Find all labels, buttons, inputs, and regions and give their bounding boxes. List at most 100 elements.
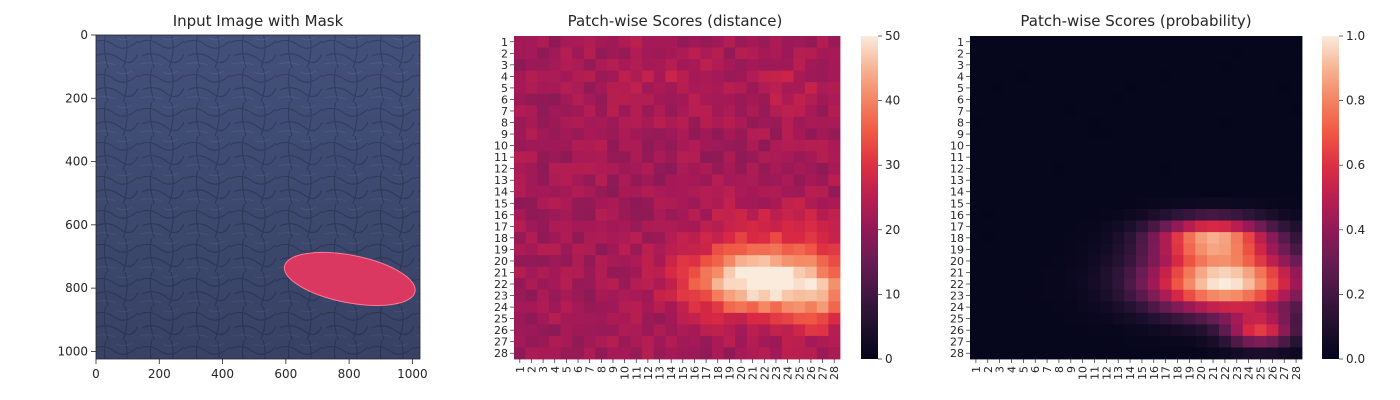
heatmap-cell (1053, 71, 1065, 83)
heatmap-cell (817, 186, 829, 198)
heatmap-cell (1160, 198, 1172, 210)
heatmap-cell (665, 36, 677, 48)
heatmap-cell (994, 198, 1006, 210)
heatmap-cell (1195, 140, 1207, 152)
heatmap-cell (1183, 301, 1195, 313)
heatmap-cell (689, 336, 701, 348)
heatmap-cell (724, 151, 736, 163)
heatmap-cell (607, 140, 619, 152)
heatmap-cell (1136, 232, 1148, 244)
heatmap-cell (793, 151, 805, 163)
heatmap-cell (712, 151, 724, 163)
heatmap-cell (1065, 94, 1077, 106)
heatmap-cell (1112, 324, 1124, 336)
heatmap-cell (793, 198, 805, 210)
heatmap-cell (1243, 347, 1255, 359)
heatmap-cell (630, 290, 642, 302)
heatmap-cell (1243, 117, 1255, 129)
heatmap-cell (1243, 48, 1255, 60)
heatmap-cell (1077, 347, 1089, 359)
heatmap-cell (619, 163, 631, 175)
heatmap-cell (1100, 313, 1112, 325)
heatmap-cell (1089, 198, 1101, 210)
heatmap-cell (1290, 140, 1302, 152)
heatmap-cell (596, 163, 608, 175)
heatmap-cell (514, 151, 526, 163)
heatmap-cell (1017, 278, 1029, 290)
heatmap-cell (724, 128, 736, 140)
heatmap-cell (994, 82, 1006, 94)
heatmap-cell (793, 324, 805, 336)
heatmap-cell (828, 82, 840, 94)
heatmap-cell (712, 290, 724, 302)
heatmap-cell (712, 82, 724, 94)
heatmap-cell (596, 267, 608, 279)
heatmap-cell (712, 174, 724, 186)
heatmap-cell (747, 186, 759, 198)
colorbar-tick-label: 20 (885, 223, 900, 237)
heatmap-cell (1124, 278, 1136, 290)
heatmap-cell (1077, 267, 1089, 279)
heatmap-cell (1243, 186, 1255, 198)
heatmap-cell (1100, 94, 1112, 106)
heatmap-cell (1124, 290, 1136, 302)
heatmap-cell (1243, 324, 1255, 336)
heatmap-cell (537, 59, 549, 71)
heatmap-cell (1089, 186, 1101, 198)
heatmap-cell (1207, 117, 1219, 129)
heatmap-cell (677, 36, 689, 48)
heatmap-cell (665, 313, 677, 325)
heatmap-cell (994, 94, 1006, 106)
heatmap-cell (665, 301, 677, 313)
heatmap-cell (828, 186, 840, 198)
heatmap-cell (1041, 163, 1053, 175)
heatmap-cell (1148, 128, 1160, 140)
heatmap-cell (1160, 221, 1172, 233)
heatmap-cell (982, 174, 994, 186)
heatmap-cell (1243, 82, 1255, 94)
heatmap-cell (619, 140, 631, 152)
heatmap-cell (619, 267, 631, 279)
heatmap-cell (1124, 198, 1136, 210)
heatmap-cell (1124, 301, 1136, 313)
heatmap-cell (596, 71, 608, 83)
heatmap-cell (1219, 151, 1231, 163)
heatmap-cell (1006, 94, 1018, 106)
heatmap-cell (712, 267, 724, 279)
heatmap-cell (759, 267, 771, 279)
heatmap-cell (572, 198, 584, 210)
heatmap-cell (1172, 94, 1184, 106)
heatmap-cell (1006, 71, 1018, 83)
heatmap-cell (665, 209, 677, 221)
heatmap-cell (793, 140, 805, 152)
heatmap-cell (1017, 36, 1029, 48)
heatmap-cell (1017, 174, 1029, 186)
heatmap-cell (572, 186, 584, 198)
heatmap-cell (665, 71, 677, 83)
heatmap-cell (1148, 278, 1160, 290)
heatmap-cell (537, 244, 549, 256)
heatmap-cell (1089, 336, 1101, 348)
heatmap-cell (982, 336, 994, 348)
heatmap-cell (619, 301, 631, 313)
heatmap-cell (1006, 128, 1018, 140)
heatmap-cell (1053, 59, 1065, 71)
heatmap-cell (1077, 71, 1089, 83)
heatmap-cell (1266, 290, 1278, 302)
heatmap-cell (700, 105, 712, 117)
heatmap-cell (793, 48, 805, 60)
heatmap-cell (642, 151, 654, 163)
heatmap-cell (561, 163, 573, 175)
heatmap-cell (1006, 186, 1018, 198)
heatmap-cell (1231, 324, 1243, 336)
heatmap-cell (700, 128, 712, 140)
heatmap-cell (782, 82, 794, 94)
heatmap-cell (689, 128, 701, 140)
heatmap-cell (1029, 82, 1041, 94)
heatmap-cell (630, 198, 642, 210)
heatmap-cell (1148, 48, 1160, 60)
heatmap-cell (1089, 94, 1101, 106)
heatmap-cell (1195, 36, 1207, 48)
heatmap-cell (572, 336, 584, 348)
heatmap-cell (549, 140, 561, 152)
